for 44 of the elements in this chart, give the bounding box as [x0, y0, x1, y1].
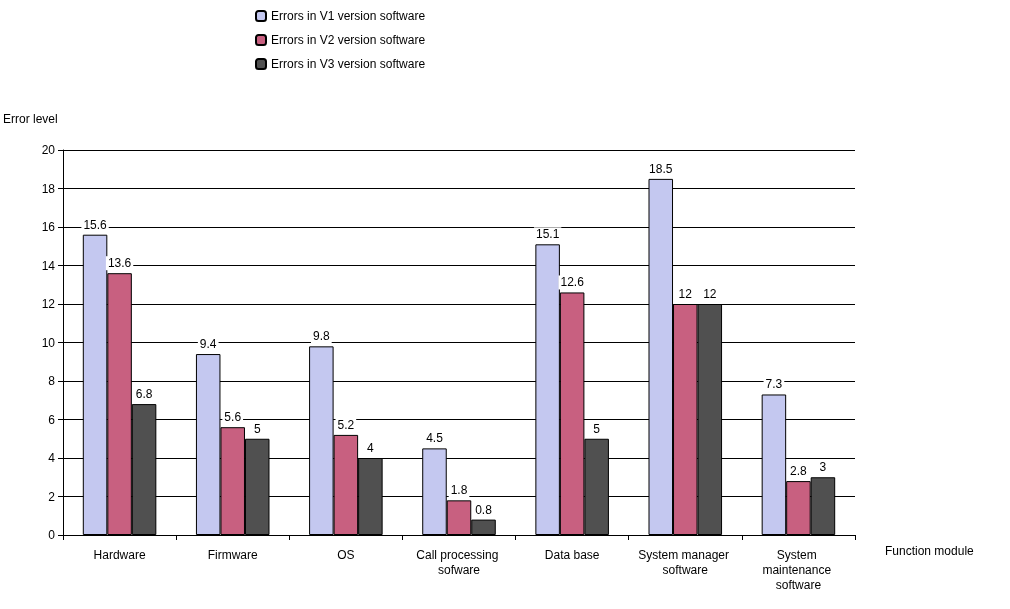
data-label: 5.2 [337, 417, 355, 432]
y-tick-label: 0 [48, 528, 56, 542]
data-label: 9.4 [199, 337, 217, 352]
y-tick-label: 16 [41, 220, 56, 234]
y-tick-label: 12 [41, 297, 56, 311]
legend-label: Errors in V1 version software [271, 9, 426, 23]
data-label: 15.1 [535, 227, 560, 242]
data-label: 7.3 [765, 377, 783, 392]
y-tick-label: 14 [41, 258, 56, 273]
data-label: 13.6 [107, 256, 132, 271]
data-label: 5 [593, 421, 601, 436]
data-label: 4 [367, 441, 375, 455]
x-tick-label: Firmware [207, 547, 259, 562]
x-tick-label: System maintenance software [762, 547, 835, 592]
x-tick-label: Hardware [93, 547, 146, 562]
y-tick-label: 18 [41, 181, 56, 196]
data-label: 2.8 [790, 464, 808, 479]
data-label: 1.8 [450, 483, 468, 498]
y-tick-label: 6 [48, 412, 56, 427]
data-label: 12.6 [560, 275, 585, 290]
x-tick-label: OS [337, 547, 355, 562]
y-tick-label: 8 [48, 374, 56, 388]
data-label: 18.5 [649, 161, 673, 176]
legend-label: Errors in V2 version software [271, 33, 426, 47]
y-tick-label: 2 [48, 489, 56, 504]
data-label: 3 [819, 460, 827, 475]
y-axis-title: Error level [3, 112, 58, 126]
y-tick-label: 4 [48, 451, 56, 465]
data-label: 6.8 [135, 387, 153, 402]
y-tick-label: 20 [41, 143, 56, 157]
data-label: 5.6 [224, 410, 242, 425]
data-label: 12 [678, 287, 693, 301]
x-tick-label: System manager software [638, 547, 733, 577]
legend-label: Errors in V3 version software [271, 57, 426, 71]
x-axis-title: Function module [885, 544, 975, 558]
data-label: 12 [703, 287, 717, 301]
data-label: 4.5 [426, 431, 444, 446]
x-tick-label: Call processing sofware [416, 547, 502, 577]
data-label: 15.6 [83, 217, 108, 232]
data-label: 5 [253, 421, 261, 436]
data-label: 9.8 [313, 329, 331, 344]
data-label: 0.8 [475, 502, 493, 517]
y-tick-label: 10 [41, 335, 56, 350]
x-tick-label: Data base [544, 547, 600, 562]
